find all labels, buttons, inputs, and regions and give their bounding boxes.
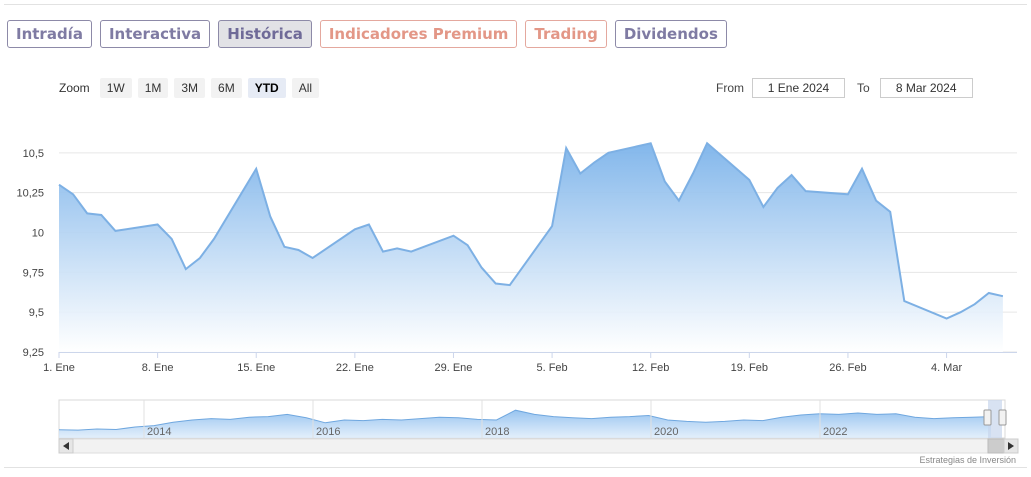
x-tick-label: 29. Ene bbox=[435, 362, 473, 374]
price-area bbox=[59, 143, 1003, 352]
zoom-3m-button[interactable]: 3M bbox=[174, 78, 206, 98]
chart-tabs: Intradía Interactiva Histórica Indicador… bbox=[7, 20, 727, 48]
zoom-all-button[interactable]: All bbox=[291, 78, 320, 98]
x-tick-label: 15. Ene bbox=[237, 362, 275, 374]
arrow-right-icon bbox=[1008, 442, 1014, 450]
x-tick-label: 5. Feb bbox=[536, 362, 567, 374]
tab-trading[interactable]: Trading bbox=[525, 20, 607, 48]
x-tick-label: 26. Feb bbox=[829, 362, 866, 374]
zoom-selector: Zoom 1W 1M 3M 6M YTD All bbox=[59, 78, 320, 98]
navigator-scrollbar-track[interactable] bbox=[58, 438, 1019, 454]
zoom-1w-button[interactable]: 1W bbox=[99, 78, 132, 98]
tab-interactiva[interactable]: Interactiva bbox=[99, 20, 211, 48]
navigator-handle-left[interactable] bbox=[983, 409, 992, 426]
tab-intradia[interactable]: Intradía bbox=[7, 20, 92, 48]
top-divider bbox=[4, 4, 1027, 5]
from-date-input[interactable]: 1 Ene 2024 bbox=[752, 78, 845, 98]
navigator-year-label: 2022 bbox=[823, 426, 847, 438]
navigator-year-label: 2016 bbox=[316, 426, 340, 438]
x-tick-label: 1. Ene bbox=[43, 362, 75, 374]
scrollbar-thumb[interactable] bbox=[987, 438, 1005, 454]
bottom-divider bbox=[4, 467, 1027, 468]
y-tick-label: 10,5 bbox=[23, 148, 44, 160]
to-date-input[interactable]: 8 Mar 2024 bbox=[879, 78, 973, 98]
arrow-left-icon bbox=[63, 442, 69, 450]
y-tick-label: 10 bbox=[32, 228, 44, 240]
navigator-selection[interactable] bbox=[988, 400, 1002, 438]
navigator-line bbox=[58, 409, 992, 431]
x-tick-label: 8. Ene bbox=[142, 362, 174, 374]
zoom-ytd-button[interactable]: YTD bbox=[247, 78, 286, 98]
zoom-1m-button[interactable]: 1M bbox=[137, 78, 169, 98]
zoom-label: Zoom bbox=[59, 81, 90, 95]
navigator-area bbox=[59, 410, 991, 438]
tab-dividendos[interactable]: Dividendos bbox=[614, 20, 727, 48]
price-line bbox=[58, 141, 1004, 320]
y-tick-label: 10,25 bbox=[16, 188, 44, 200]
x-tick-label: 19. Feb bbox=[731, 362, 768, 374]
navigator-handle-right[interactable] bbox=[998, 409, 1007, 426]
navigator-year-label: 2018 bbox=[485, 426, 509, 438]
y-tick-label: 9,75 bbox=[23, 267, 44, 279]
y-tick-label: 9,25 bbox=[23, 347, 44, 359]
tab-indicadores-premium[interactable]: Indicadores Premium bbox=[319, 20, 518, 48]
navigator-year-label: 2020 bbox=[654, 426, 678, 438]
y-tick-label: 9,5 bbox=[29, 307, 44, 319]
tab-historica[interactable]: Histórica bbox=[218, 20, 312, 48]
chart-credit: Estrategias de Inversión bbox=[919, 455, 1016, 465]
to-label: To bbox=[857, 81, 870, 95]
x-tick-label: 4. Mar bbox=[931, 362, 963, 374]
from-label: From bbox=[716, 81, 744, 95]
x-tick-label: 12. Feb bbox=[632, 362, 669, 374]
zoom-6m-button[interactable]: 6M bbox=[211, 78, 242, 98]
navigator-year-label: 2014 bbox=[147, 426, 171, 438]
x-tick-label: 22. Ene bbox=[336, 362, 374, 374]
date-range: From 1 Ene 2024 To 8 Mar 2024 bbox=[716, 78, 973, 98]
